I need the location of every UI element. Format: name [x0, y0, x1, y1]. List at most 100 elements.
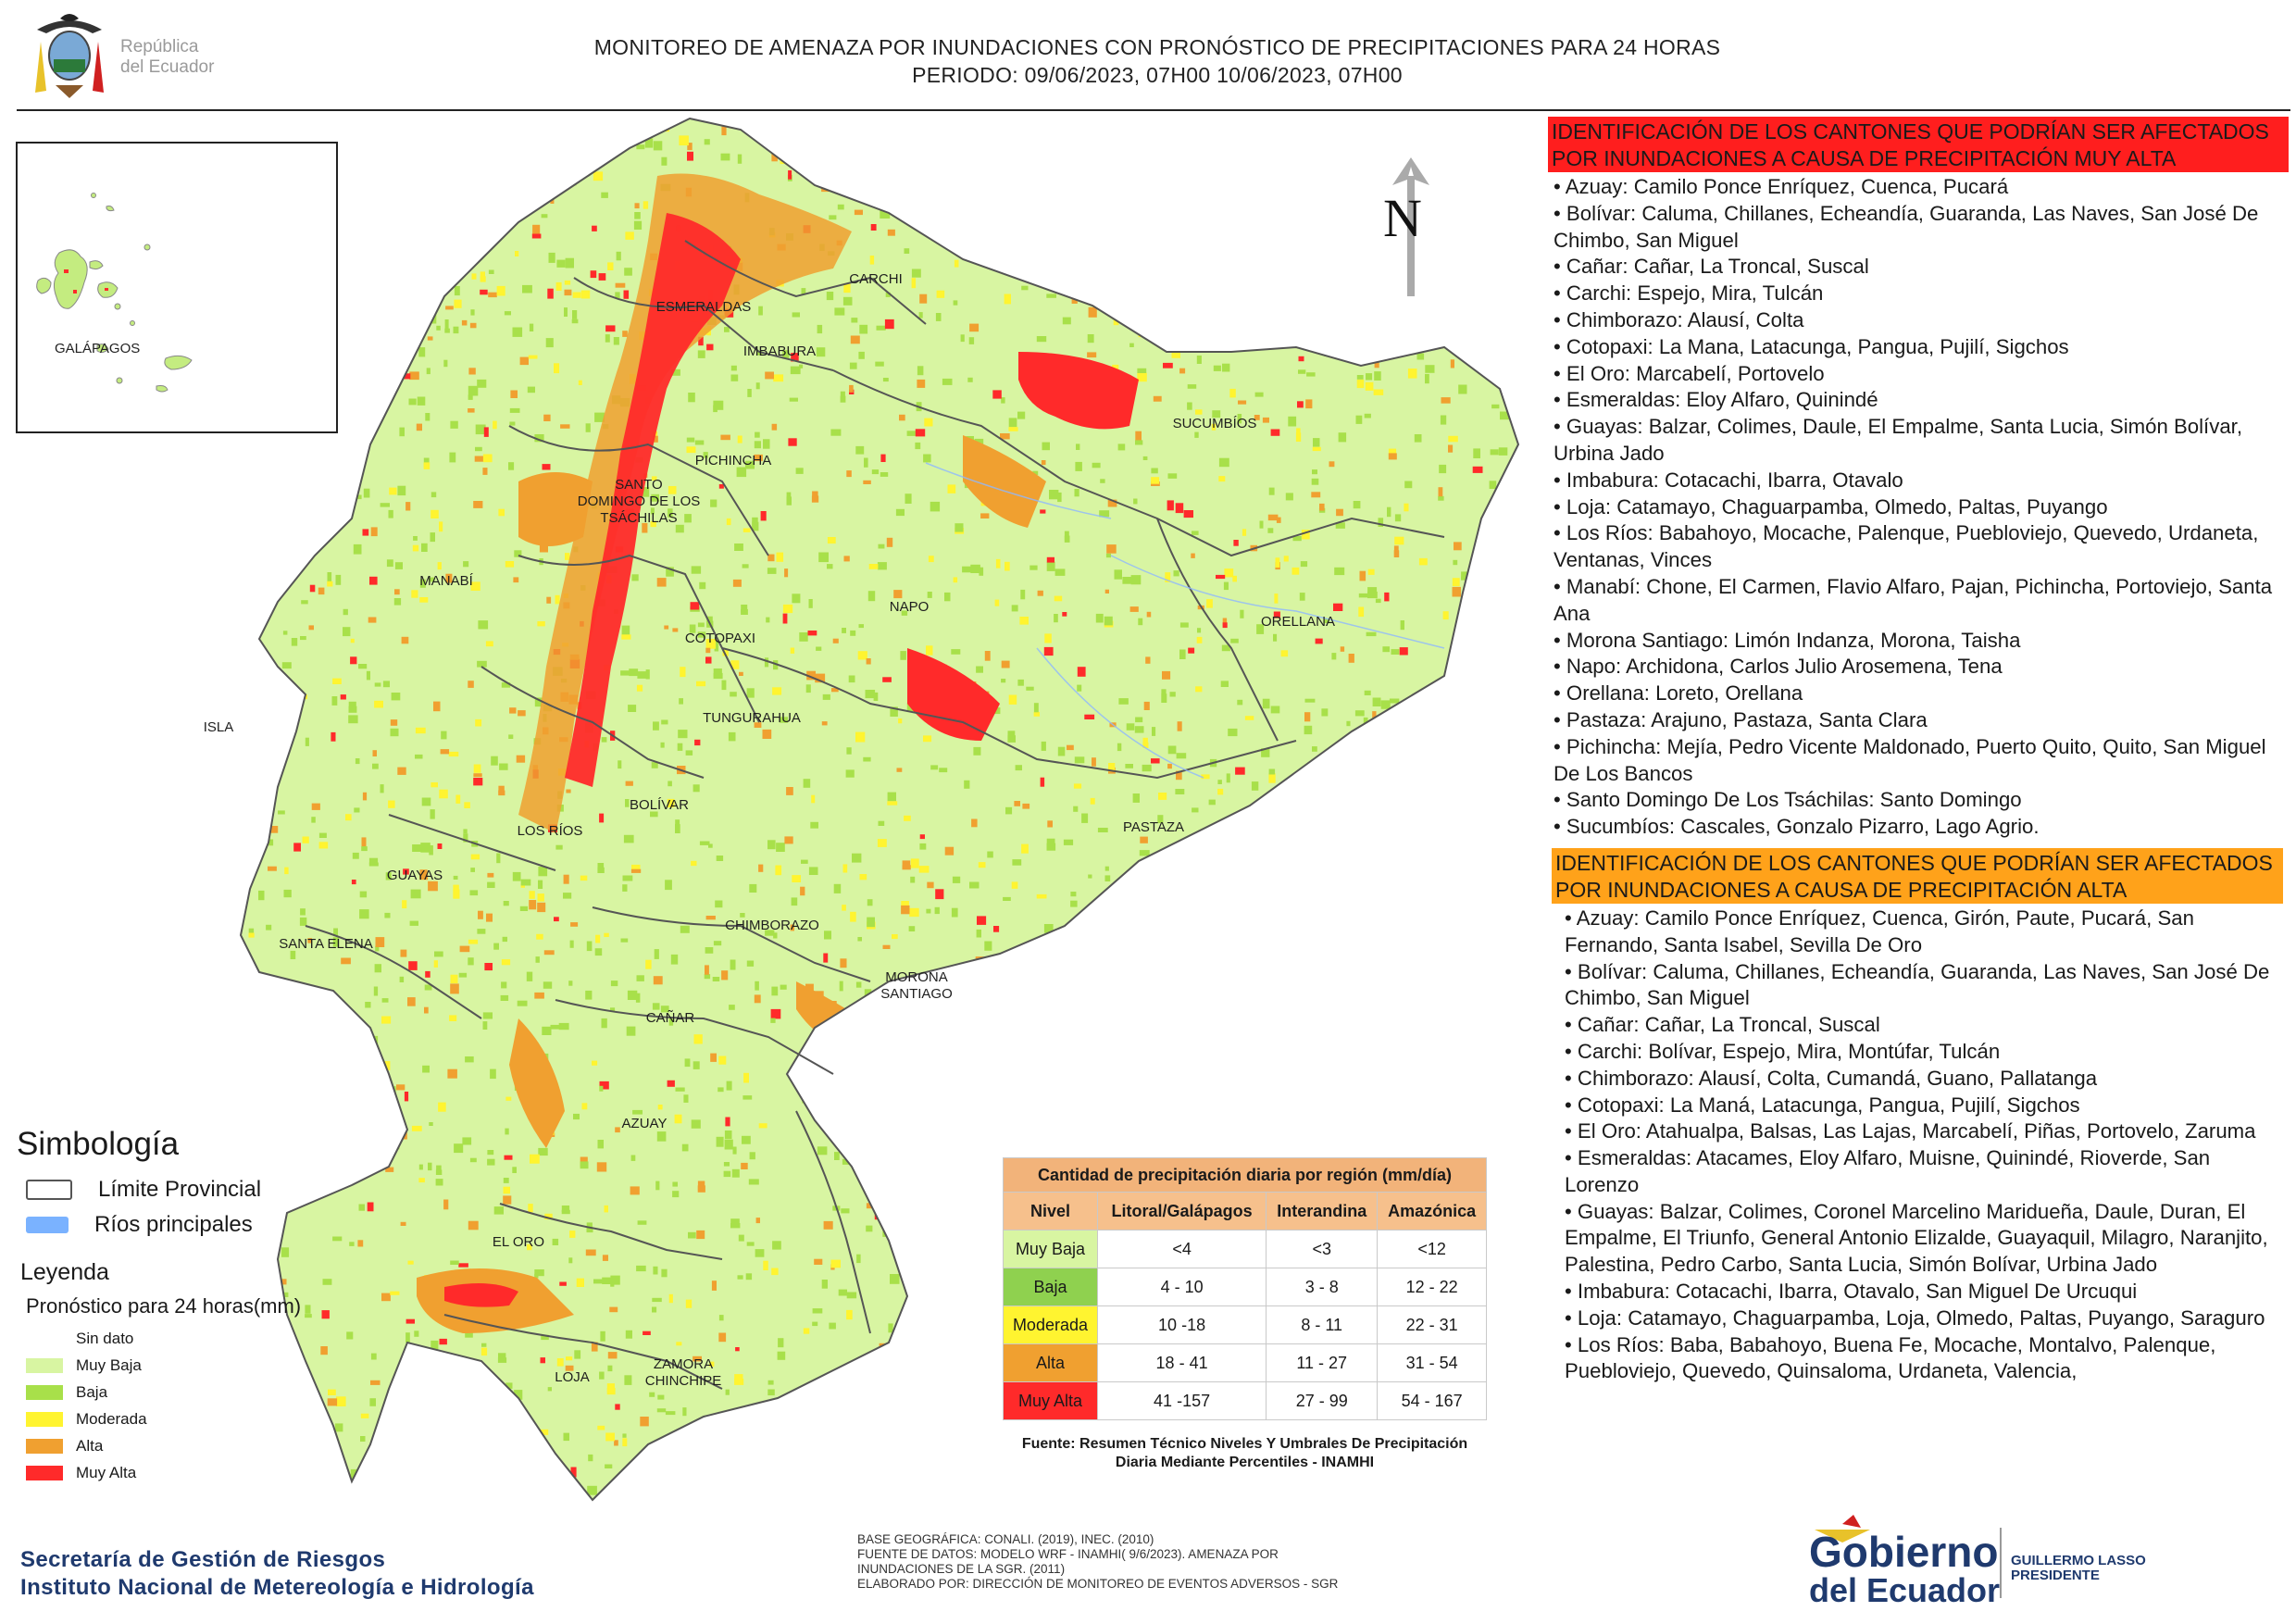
precip-cell — [969, 881, 980, 889]
precip-cell — [771, 986, 779, 996]
precip-cell — [1179, 649, 1186, 659]
cantons-panel: IDENTIFICACIÓN DE LOS CANTONES QUE PODRÍ… — [1548, 117, 2289, 1385]
precip-cell — [1386, 1087, 1394, 1097]
precip-cell — [318, 842, 329, 849]
precip-cell — [851, 318, 858, 323]
islet — [130, 320, 135, 326]
north-arrow: N — [1370, 148, 1454, 296]
precip-cell — [1162, 670, 1171, 680]
precip-cell — [738, 1234, 744, 1242]
precip-cell — [628, 128, 634, 134]
precip-cell — [743, 1072, 749, 1083]
precip-cell — [453, 889, 460, 899]
precip-cell — [942, 378, 953, 385]
precip-cell — [601, 737, 607, 743]
cell-litoral: <4 — [1096, 1230, 1267, 1268]
precip-cell — [244, 786, 253, 792]
precip-cell — [951, 1480, 960, 1487]
precip-cell — [1310, 228, 1316, 233]
precip-cell — [478, 620, 489, 630]
precip-cell — [443, 1199, 449, 1210]
precip-cell — [419, 874, 429, 881]
precip-cell — [359, 891, 368, 898]
precip-cell — [1393, 550, 1400, 557]
precip-cell — [1043, 924, 1054, 933]
precip-cell — [416, 423, 422, 431]
precip-cell — [1477, 885, 1485, 895]
precip-cell — [1136, 131, 1146, 141]
legend-swatch — [26, 1439, 63, 1454]
map-title: MONITOREO DE AMENAZA POR INUNDACIONES CO… — [417, 33, 1898, 89]
precip-cell — [1190, 1419, 1200, 1427]
precip-cell — [1086, 1481, 1092, 1491]
precip-cell — [346, 1331, 354, 1340]
precip-cell — [430, 492, 437, 498]
legend-row: Muy Alta — [26, 1464, 136, 1482]
precip-cell — [474, 179, 484, 184]
precip-cell — [1173, 1115, 1179, 1121]
precip-cell — [418, 347, 426, 357]
precip-cell — [362, 792, 368, 801]
precip-cell — [487, 1150, 494, 1156]
precip-cell — [754, 994, 761, 1004]
precip-cell — [927, 881, 934, 889]
limite-provincial-label: Límite Provincial — [98, 1177, 262, 1202]
precip-cell — [803, 779, 811, 788]
precip-cell — [440, 749, 450, 755]
precip-cell — [1217, 788, 1224, 795]
precip-cell — [438, 1102, 446, 1112]
precip-cell — [1296, 981, 1301, 988]
precip-cell — [868, 1131, 873, 1137]
precip-cell — [388, 509, 393, 518]
gob-line2: del Ecuador — [1809, 1571, 2000, 1609]
precip-cell — [1085, 129, 1091, 138]
precip-cell — [1074, 756, 1085, 764]
precip-cell — [314, 454, 324, 461]
precip-cell — [1236, 1012, 1242, 1018]
precip-cell — [1117, 162, 1125, 171]
precip-cell — [1414, 434, 1422, 443]
precip-cell — [1367, 1122, 1375, 1131]
precip-cell — [400, 949, 407, 957]
alta-item: • Azuay: Camilo Ponce Enríquez, Cuenca, … — [1565, 906, 2194, 956]
precip-cell — [1034, 966, 1043, 971]
precip-cell — [1478, 585, 1482, 594]
precip-cell — [905, 493, 912, 504]
precip-cell — [699, 841, 710, 845]
precip-cell — [797, 123, 808, 133]
precip-cell — [782, 604, 793, 614]
precip-cell — [877, 839, 887, 847]
precip-cell — [1294, 192, 1300, 201]
precip-cell — [464, 239, 469, 250]
precip-cell — [1378, 518, 1384, 527]
precip-cell — [654, 949, 659, 959]
precip-cell — [1110, 972, 1119, 980]
precip-cell — [615, 1404, 620, 1410]
precip-cell — [1439, 1014, 1446, 1019]
precip-cell — [315, 422, 320, 428]
precip-cell — [408, 398, 417, 406]
precip-cell — [1192, 807, 1199, 813]
precip-cell — [430, 809, 435, 819]
province-label: MORONA SANTIAGO — [880, 969, 953, 1002]
precip-cell — [1099, 219, 1108, 228]
precip-cell — [984, 651, 991, 661]
precip-cell — [1138, 894, 1143, 903]
precip-cell — [503, 1186, 510, 1194]
precip-cell — [585, 1249, 596, 1256]
precip-cell — [447, 1068, 457, 1079]
precip-cell — [335, 574, 342, 585]
precip-cell — [412, 544, 419, 552]
precip-cell — [1071, 297, 1078, 304]
precip-cell — [1064, 535, 1070, 543]
precip-cell — [475, 718, 482, 727]
precip-cell — [261, 795, 266, 806]
precip-cell — [615, 292, 620, 299]
precip-cell — [1391, 1502, 1395, 1509]
precip-cell — [335, 1423, 343, 1432]
precip-cell — [477, 1478, 485, 1487]
precip-cell — [1448, 435, 1458, 443]
precip-cell — [1176, 753, 1187, 759]
precip-cell — [1051, 957, 1061, 964]
precip-cell — [502, 936, 507, 943]
